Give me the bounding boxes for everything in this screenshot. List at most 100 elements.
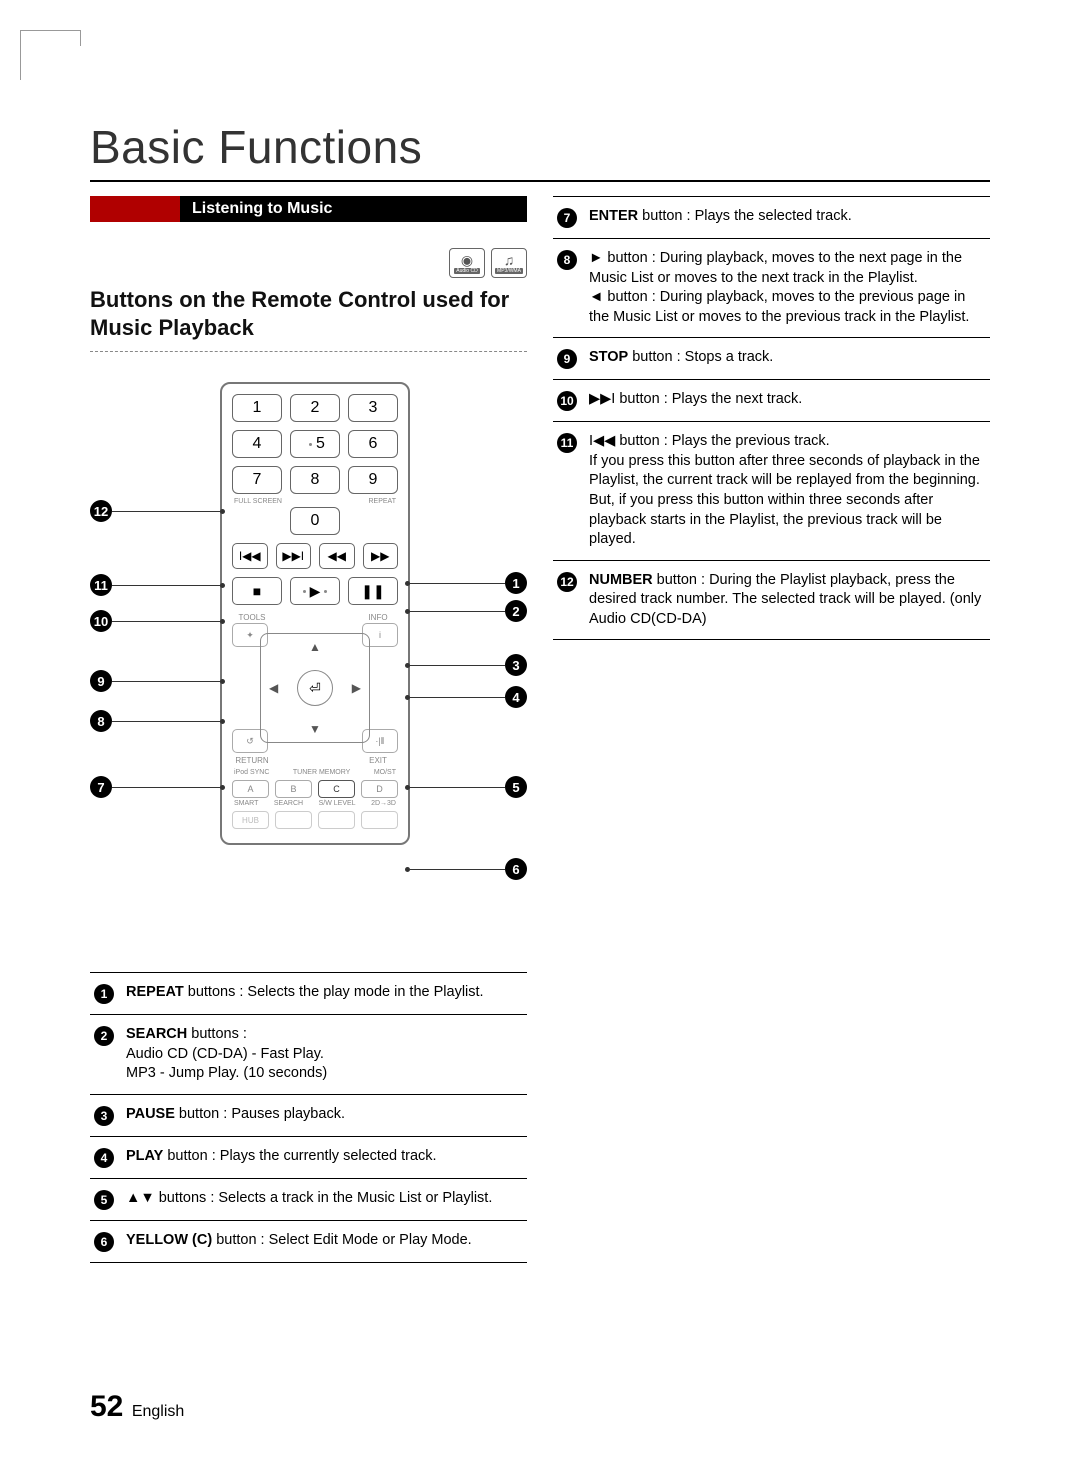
- key-5: 5: [290, 430, 340, 458]
- callout-bullet: 1: [505, 572, 527, 594]
- callout-4: 4: [405, 686, 527, 708]
- row-bullet: 6: [94, 1232, 114, 1252]
- row-text: ENTER button : Plays the selected track.: [589, 207, 986, 228]
- crop-mark-top: [80, 30, 81, 46]
- left-description-table: 1 REPEAT buttons : Selects the play mode …: [90, 972, 527, 1263]
- leader-line: [112, 511, 220, 512]
- leader-line: [112, 721, 220, 722]
- description-row: 6 YELLOW (C) button : Select Edit Mode or…: [90, 1221, 527, 1263]
- return-label: RETURN: [232, 756, 272, 765]
- callout-bullet: 3: [505, 654, 527, 676]
- description-row: 10 ▶▶I button : Plays the next track.: [553, 380, 990, 422]
- page-content: Basic Functions Listening to Music ◉ Aud…: [90, 120, 990, 1263]
- row-text: SEARCH buttons :Audio CD (CD-DA) - Fast …: [126, 1025, 523, 1084]
- callout-7: 7: [90, 776, 225, 798]
- row-bullet: 2: [94, 1026, 114, 1046]
- color-labels: iPod SYNC TUNER MEMORY MO/ST: [232, 769, 398, 776]
- page-title: Basic Functions: [90, 120, 990, 182]
- dpad: ▲ ▼ ◀ ▶ ⏎: [260, 633, 370, 743]
- section-bar-label: Listening to Music: [180, 196, 527, 222]
- callout-1: 1: [405, 572, 527, 594]
- callout-bullet: 5: [505, 776, 527, 798]
- page-footer: 52 English: [90, 1390, 184, 1424]
- description-row: 4 PLAY button : Plays the currently selec…: [90, 1137, 527, 1179]
- row-text: REPEAT buttons : Selects the play mode i…: [126, 983, 523, 1004]
- row-bullet: 1: [94, 984, 114, 1004]
- navigation-block: TOOLS INFO ✦ i ↺ ·|⦀ RETURN EXIT ▲ ▼ ◀ ▶: [232, 613, 398, 763]
- row-text: STOP button : Stops a track.: [589, 348, 986, 369]
- callout-11: 11: [90, 574, 225, 596]
- tools-label: TOOLS: [232, 613, 272, 622]
- section-bar-accent: [90, 196, 180, 222]
- keypad-sublabels: FULL SCREEN REPEAT: [232, 498, 398, 505]
- callout-10: 10: [90, 610, 225, 632]
- callout-5: 5: [405, 776, 527, 798]
- description-row: 2 SEARCH buttons :Audio CD (CD-DA) - Fast…: [90, 1015, 527, 1095]
- color-d-button: D: [361, 780, 398, 798]
- two-column-layout: Listening to Music ◉ Audio CD ♫ MP3/WMA …: [90, 196, 990, 1263]
- callout-bullet: 10: [90, 610, 112, 632]
- info-label: INFO: [358, 613, 398, 622]
- key-4: 4: [232, 430, 282, 458]
- key-0: 0: [290, 507, 340, 535]
- row-text: NUMBER button : During the Playlist play…: [589, 571, 986, 630]
- row-bullet: 4: [94, 1148, 114, 1168]
- row-text: ► button : During playback, moves to the…: [589, 249, 986, 327]
- row-text: ▲▼ buttons : Selects a track in the Musi…: [126, 1189, 523, 1210]
- exit-label: EXIT: [358, 756, 398, 765]
- leader-line: [112, 621, 220, 622]
- description-row: 5 ▲▼ buttons : Selects a track in the Mus…: [90, 1179, 527, 1221]
- rewind-icon: ◀◀: [319, 543, 355, 569]
- key-8: 8: [290, 466, 340, 494]
- keypad-row: 4 5 6: [232, 430, 398, 458]
- hub-labels: SMART SEARCH S/W LEVEL 2D→3D: [232, 800, 398, 807]
- leader-tick: [220, 719, 225, 724]
- color-b-button: B: [275, 780, 312, 798]
- row-bullet: 12: [557, 572, 577, 592]
- enter-button: ⏎: [297, 670, 333, 706]
- forward-icon: ▶▶: [363, 543, 399, 569]
- transport-row-2: ■ ▶ ❚❚: [232, 577, 398, 605]
- play-icon: ▶: [290, 577, 340, 605]
- key-2: 2: [290, 394, 340, 422]
- row-bullet: 5: [94, 1190, 114, 1210]
- row-text: ▶▶I button : Plays the next track.: [589, 390, 986, 411]
- leader-line: [410, 611, 505, 612]
- leader-line: [112, 787, 220, 788]
- callout-bullet: 9: [90, 670, 112, 692]
- up-arrow-icon: ▲: [309, 640, 321, 654]
- row-bullet: 7: [557, 208, 577, 228]
- prev-track-icon: I◀◀: [232, 543, 268, 569]
- callout-bullet: 8: [90, 710, 112, 732]
- audio-cd-icon: ◉ Audio CD: [449, 248, 485, 278]
- description-row: 12 NUMBER button : During the Playlist pl…: [553, 561, 990, 641]
- row-bullet: 10: [557, 391, 577, 411]
- hub-spacer: [361, 811, 398, 829]
- description-row: 1 REPEAT buttons : Selects the play mode …: [90, 973, 527, 1015]
- callout-2: 2: [405, 600, 527, 622]
- section-heading-bar: Listening to Music: [90, 196, 527, 222]
- hub-spacer: [275, 811, 312, 829]
- key-9: 9: [348, 466, 398, 494]
- left-column: Listening to Music ◉ Audio CD ♫ MP3/WMA …: [90, 196, 527, 1263]
- row-text: YELLOW (C) button : Select Edit Mode or …: [126, 1231, 523, 1252]
- leader-line: [112, 681, 220, 682]
- row-bullet: 9: [557, 349, 577, 369]
- keypad-row: 1 2 3: [232, 394, 398, 422]
- description-row: 3PAUSE button : Pauses playback.: [90, 1095, 527, 1137]
- color-buttons-row: A B C D: [232, 780, 398, 798]
- leader-tick: [220, 583, 225, 588]
- callout-3: 3: [405, 654, 527, 676]
- callout-bullet: 6: [505, 858, 527, 880]
- row-text: PLAY button : Plays the currently select…: [126, 1147, 523, 1168]
- callout-bullet: 11: [90, 574, 112, 596]
- leader-line: [410, 787, 505, 788]
- leader-tick: [220, 679, 225, 684]
- callout-bullet: 7: [90, 776, 112, 798]
- crop-mark: [20, 30, 80, 80]
- key-3: 3: [348, 394, 398, 422]
- page-language: English: [132, 1403, 184, 1420]
- key-6: 6: [348, 430, 398, 458]
- right-description-table: 7 ENTER button : Plays the selected track…: [553, 196, 990, 640]
- leader-tick: [220, 785, 225, 790]
